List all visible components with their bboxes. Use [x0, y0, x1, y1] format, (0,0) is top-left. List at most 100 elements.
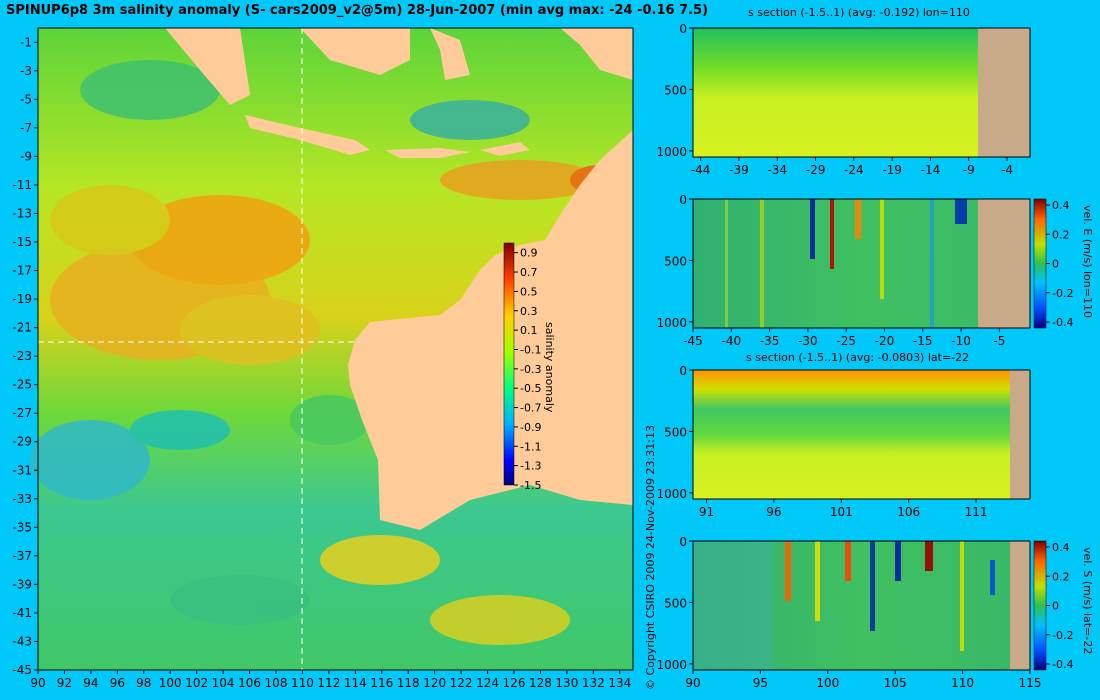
vel-e-lon-field	[693, 199, 1030, 328]
map-colorbar-tick-label: -0.3	[520, 363, 541, 376]
vel-s-lat-frame	[692, 540, 1031, 671]
section-x-tick-label: -4	[1001, 163, 1013, 177]
map-x-tick-label: 102	[185, 676, 208, 690]
map-x-tick-label: 134	[608, 676, 631, 690]
map-colorbar-tick-label: -1.1	[520, 440, 541, 453]
map-y-tick-label: -3	[20, 64, 32, 78]
section-x-tick-label: -10	[951, 334, 971, 348]
colorbar-tick-label: -0.2	[1052, 629, 1073, 642]
section-y-tick-label: 0	[679, 22, 687, 36]
map-y-tick-label: -21	[12, 321, 32, 335]
map-x-tick-label: 112	[317, 676, 340, 690]
s-section-lat-land	[1010, 370, 1030, 499]
section-y-tick-label: 1000	[656, 316, 687, 330]
section-y-tick-label: 1000	[656, 487, 687, 501]
section-x-tick-label: -39	[729, 163, 749, 177]
s-section-lat-title: s section (-1.5..1) (avg: -0.0803) lat=-…	[746, 351, 970, 364]
vel-e-lon-frame	[692, 198, 1031, 329]
section-y-tick-label: 500	[664, 83, 687, 97]
vel-e-lon-panel: -45 -40 -35 -30 -25 -20 -15 -10 -5 0 500 1000 0.4 0.2…	[656, 193, 1073, 348]
section-y-tick-label: 0	[679, 535, 687, 549]
map-y-tick-label: -43	[12, 634, 32, 648]
section-x-tick-label: -34	[767, 163, 787, 177]
section-y-tick-label: 500	[664, 254, 687, 268]
map-colorbar-label: salinity anomaly	[543, 322, 556, 413]
map-x-tick-label: 120	[423, 676, 446, 690]
map-colorbar-tick-label: 0.1	[520, 324, 538, 337]
section-y-tick-label: 500	[664, 425, 687, 439]
section-x-tick-label: -14	[921, 163, 941, 177]
map-y-tick-label: -29	[12, 435, 32, 449]
map-x-tick-label: 94	[83, 676, 98, 690]
section-x-tick-label: -19	[882, 163, 902, 177]
map-colorbar-tick-label: 0.5	[520, 285, 538, 298]
map-colorbar-tick-label: -0.7	[520, 402, 541, 415]
map-anomaly-features	[30, 60, 630, 645]
map-y-tick-label: -23	[12, 349, 32, 363]
map-x-tick-label: 116	[370, 676, 393, 690]
vel-e-lon-land	[978, 199, 1030, 328]
map-colorbar-tick-label: -0.1	[520, 343, 541, 356]
map-x-tick-label: 124	[476, 676, 499, 690]
section-y-tick-label: 1000	[656, 658, 687, 672]
section-x-tick-label: 95	[753, 676, 768, 690]
map-y-tick-label: -19	[12, 292, 32, 306]
map-y-tick-label: -7	[20, 121, 32, 135]
map-colorbar-ticks: 0.9 0.7 0.5 0.3 0.1 -0.1 -0.3 -0.5 -0.7 -0.9 -1.1 -…	[514, 247, 541, 492]
map-colorbar-tick-label: 0.7	[520, 266, 538, 279]
vel-s-lat-streaks	[693, 541, 995, 670]
section-x-tick-label: -30	[798, 334, 818, 348]
map-x-tick-label: 126	[503, 676, 526, 690]
map-x-tick-label: 130	[555, 676, 578, 690]
section-x-tick-label: -5	[993, 334, 1005, 348]
s-section-lon-title: s section (-1.5..1) (avg: -0.192) lon=11…	[748, 6, 970, 19]
map-x-tick-label: 98	[136, 676, 151, 690]
colorbar-tick-label: 0.4	[1052, 199, 1070, 212]
section-y-tick-label: 1000	[656, 145, 687, 159]
map-y-tick-label: -15	[12, 235, 32, 249]
map-y-tick-label: -27	[12, 406, 32, 420]
vel-e-colorbar	[1033, 198, 1047, 329]
colorbar-tick-label: 0	[1052, 258, 1059, 271]
map-y-tick-label: -11	[12, 178, 32, 192]
s-section-lon-panel: -44 -39 -34 -29 -24 -19 -14 -9 -4 0 500 1000	[656, 22, 1031, 177]
vel-s-lat-land	[1010, 541, 1030, 670]
map-x-tick-label: 122	[450, 676, 473, 690]
s-section-lat-field	[693, 370, 1030, 499]
map-x-tick-label: 104	[212, 676, 235, 690]
land	[165, 28, 633, 530]
map-y-tick-label: -39	[12, 577, 32, 591]
map-colorbar-tick-label: -1.5	[520, 479, 541, 492]
section-x-tick-label: -15	[913, 334, 933, 348]
map-x-tick-label: 114	[344, 676, 367, 690]
map-x-tick-label: 118	[397, 676, 420, 690]
map-y-tick-label: -35	[12, 520, 32, 534]
section-y-tick-label: 0	[679, 364, 687, 378]
section-x-tick-label: 100	[816, 676, 839, 690]
s-section-lon-frame	[692, 27, 1031, 158]
vel-s-lat-panel: 90 95 100 105 110 115 0 500 1000 0.4 0.2 0 -0.2 -0.4	[656, 535, 1073, 690]
map-y-tick-label: -5	[20, 92, 32, 106]
map-x-tick-label: 92	[57, 676, 72, 690]
map-colorbar-tick-label: 0.9	[520, 247, 538, 260]
map-colorbar-tick-label: -0.5	[520, 382, 541, 395]
section-x-tick-label: -40	[721, 334, 741, 348]
section-x-tick-label: 106	[897, 505, 920, 519]
s-section-lon-axes: -44 -39 -34 -29 -24 -19 -14 -9 -4 0 500 1000	[656, 22, 1013, 177]
map-y-axis: -1 -3 -5 -7 -9 -11 -13 -15 -17 -19 -21 -23 -25 -27 -29…	[12, 35, 38, 677]
section-x-tick-label: 96	[766, 505, 781, 519]
section-x-tick-label: -35	[760, 334, 780, 348]
map-y-tick-label: -41	[12, 606, 32, 620]
map-y-tick-label: -17	[12, 264, 32, 278]
vel-s-colorbar-label: vel. S (m/s) lat=-22	[1081, 547, 1094, 655]
page-title: SPINUP6p8 3m salinity anomaly (S- cars20…	[6, 3, 709, 18]
section-x-tick-label: -24	[844, 163, 864, 177]
s-section-lat-panel: 91 96 101 106 111 0 500 1000	[656, 364, 1031, 519]
map-y-tick-label: -31	[12, 463, 32, 477]
section-x-tick-label: -20	[875, 334, 895, 348]
colorbar-tick-label: 0.4	[1052, 541, 1070, 554]
section-x-tick-label: -29	[806, 163, 826, 177]
colorbar-tick-label: 0.2	[1052, 228, 1070, 241]
map-colorbar	[503, 242, 515, 486]
map-y-tick-label: -13	[12, 206, 32, 220]
